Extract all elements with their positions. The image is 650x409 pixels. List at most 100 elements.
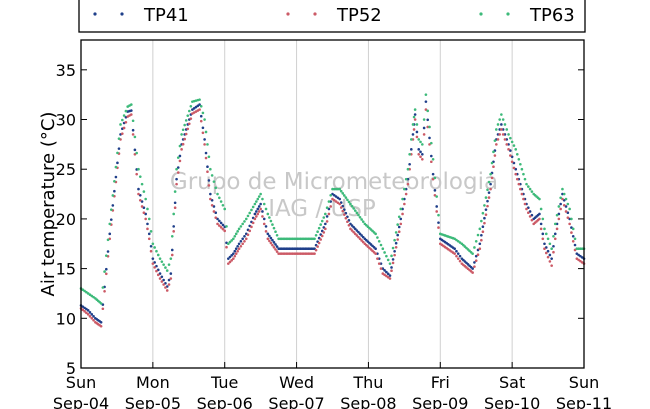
point-TP63 [550, 247, 553, 251]
point-TP52 [216, 222, 219, 226]
point-TP52 [314, 248, 318, 252]
point-TP63 [431, 157, 435, 161]
point-TP41 [410, 148, 413, 151]
point-TP52 [225, 245, 228, 249]
point-TP63 [544, 232, 548, 236]
point-TP52 [169, 277, 173, 280]
point-TP52 [514, 172, 518, 176]
point-TP63 [357, 213, 360, 217]
point-TP41 [561, 192, 564, 196]
point-TP41 [473, 261, 476, 264]
point-TP63 [493, 139, 497, 142]
point-TP52 [538, 217, 541, 221]
point-TP63 [117, 137, 121, 140]
point-TP63 [114, 165, 118, 169]
point-TP41 [218, 219, 221, 223]
point-TP52 [320, 234, 324, 238]
point-TP41 [219, 221, 223, 225]
point-TP63 [275, 233, 279, 237]
y-tick-label: 10 [56, 309, 76, 328]
point-TP52 [500, 128, 503, 131]
point-TP52 [355, 234, 359, 237]
point-TP63 [417, 138, 421, 141]
y-tick-label: 20 [56, 210, 76, 229]
point-TP41 [552, 244, 555, 248]
watermark-line-1: Grupo de Micrometeorologia [170, 169, 498, 195]
legend-marker [93, 12, 97, 16]
point-TP63 [422, 118, 426, 121]
x-tick-label-day: Tue [210, 373, 238, 392]
point-TP52 [264, 230, 268, 233]
point-TP63 [165, 269, 169, 272]
point-TP63 [541, 217, 545, 221]
point-TP52 [266, 237, 270, 241]
point-TP41 [176, 166, 180, 169]
point-TP52 [228, 260, 232, 264]
point-TP63 [332, 187, 336, 191]
point-TP52 [90, 317, 94, 320]
point-TP63 [412, 115, 416, 119]
point-TP63 [487, 180, 491, 184]
point-TP52 [164, 286, 167, 289]
point-TP52 [379, 267, 383, 270]
point-TP63 [355, 211, 359, 215]
point-TP63 [142, 190, 146, 193]
point-TP63 [394, 231, 398, 234]
point-TP41 [162, 278, 165, 282]
point-TP63 [178, 144, 182, 148]
legend-box [78, 0, 586, 33]
point-TP52 [341, 209, 345, 213]
point-TP52 [474, 259, 478, 262]
point-TP52 [484, 213, 488, 216]
point-TP41 [114, 175, 118, 179]
point-TP63 [236, 230, 239, 233]
point-TP52 [374, 252, 377, 255]
point-TP63 [313, 237, 316, 241]
point-TP63 [221, 203, 225, 207]
point-TP63 [101, 286, 105, 289]
point-TP63 [415, 123, 419, 126]
point-TP63 [393, 238, 396, 242]
point-TP63 [320, 219, 324, 223]
legend: TP41 TP52 TP63 [78, 0, 586, 33]
point-TP52 [571, 239, 575, 243]
point-TP52 [104, 272, 108, 276]
point-TP52 [412, 128, 416, 131]
point-TP63 [349, 202, 352, 206]
point-TP52 [248, 229, 252, 233]
point-TP63 [336, 187, 340, 191]
point-TP52 [319, 238, 322, 241]
point-TP63 [490, 161, 494, 165]
point-TP41 [408, 162, 411, 166]
point-TP41 [113, 189, 116, 193]
point-TP63 [505, 128, 509, 131]
point-TP52 [430, 160, 433, 164]
point-TP63 [523, 177, 527, 181]
point-TP41 [111, 204, 115, 207]
point-TP52 [519, 187, 522, 191]
point-TP41 [256, 207, 260, 211]
point-TP52 [170, 253, 174, 257]
point-TP63 [571, 227, 575, 231]
point-TP41 [358, 232, 362, 236]
point-TP52 [147, 237, 151, 241]
point-TP63 [528, 187, 532, 191]
point-TP52 [138, 198, 142, 202]
point-TP41 [553, 232, 557, 236]
point-TP41 [500, 123, 503, 126]
point-TP63 [401, 197, 404, 201]
point-TP52 [539, 227, 543, 231]
point-TP41 [391, 258, 395, 261]
point-TP52 [207, 184, 211, 187]
point-TP63 [410, 138, 413, 141]
point-TP63 [399, 207, 403, 211]
point-TP63 [99, 302, 103, 305]
point-TP52 [271, 243, 274, 247]
y-tick-label: 15 [56, 260, 76, 279]
point-TP63 [324, 212, 327, 216]
point-TP63 [566, 202, 570, 206]
point-TP52 [214, 216, 218, 219]
point-TP52 [357, 235, 360, 239]
point-TP52 [495, 143, 498, 146]
point-TP52 [261, 215, 264, 218]
